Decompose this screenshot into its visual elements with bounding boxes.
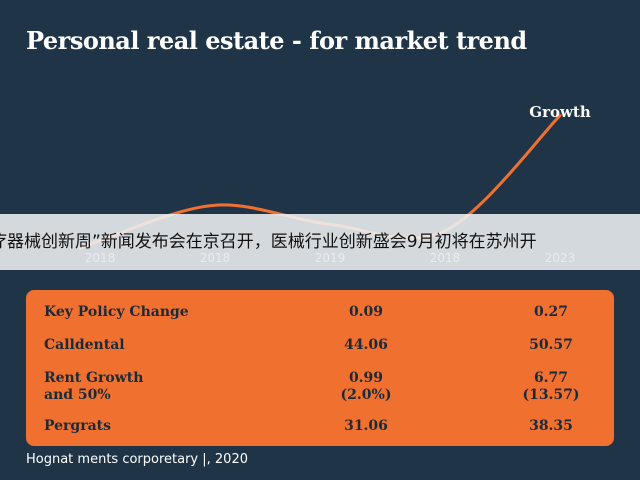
row-value-2-line: 38.35 [529, 418, 573, 434]
row-value-1: 44.06 [316, 337, 416, 354]
row-value-1-line: (2.0%) [340, 387, 392, 403]
row-label: Pergrats [44, 418, 111, 435]
row-value-2-line: 0.27 [533, 304, 569, 320]
chart-title: Personal real estate - for market trend [26, 26, 527, 55]
row-label: Key Policy Change [44, 304, 189, 321]
data-table-panel: Key Policy Change 0.09 0.27 Calldental 44.06… [26, 290, 614, 446]
row-value-1-line: 31.06 [344, 418, 388, 434]
row-label-line: Rent Growth [44, 370, 144, 386]
row-label-line: Pergrats [44, 418, 112, 434]
row-value-2: 38.35 [501, 418, 601, 435]
row-value-1-line: 44.06 [344, 337, 388, 353]
row-value-2: 50.57 [501, 337, 601, 354]
row-value-2-line: 6.77 [533, 370, 569, 386]
growth-annotation: Growth [529, 103, 591, 121]
row-value-2-line: 50.57 [529, 337, 573, 353]
row-label: Calldental [44, 337, 125, 354]
row-label-line: Key Policy Change [44, 304, 189, 320]
row-label-line: and 50% [44, 387, 111, 403]
row-value-1: 0.09 [316, 304, 416, 321]
row-value-1: 31.06 [316, 418, 416, 435]
row-label-line: Calldental [44, 337, 125, 353]
row-value-1-line: 0.99 [348, 370, 384, 386]
row-label: Rent Growth and 50% [44, 370, 143, 404]
row-value-1: 0.99 (2.0%) [316, 370, 416, 404]
row-value-1-line: 0.09 [348, 304, 384, 320]
news-banner-text: 疗器械创新周”新闻发布会在京召开，医械行业创新盛会9月初将在苏州开 [0, 232, 537, 252]
row-value-2: 0.27 [501, 304, 601, 321]
footer-note: Hognat ments corporetary |, 2020 [26, 452, 248, 467]
news-banner: 疗器械创新周”新闻发布会在京召开，医械行业创新盛会9月初将在苏州开 [0, 214, 640, 270]
row-value-2: 6.77 (13.57) [501, 370, 601, 404]
row-value-2-line: (13.57) [522, 387, 580, 403]
